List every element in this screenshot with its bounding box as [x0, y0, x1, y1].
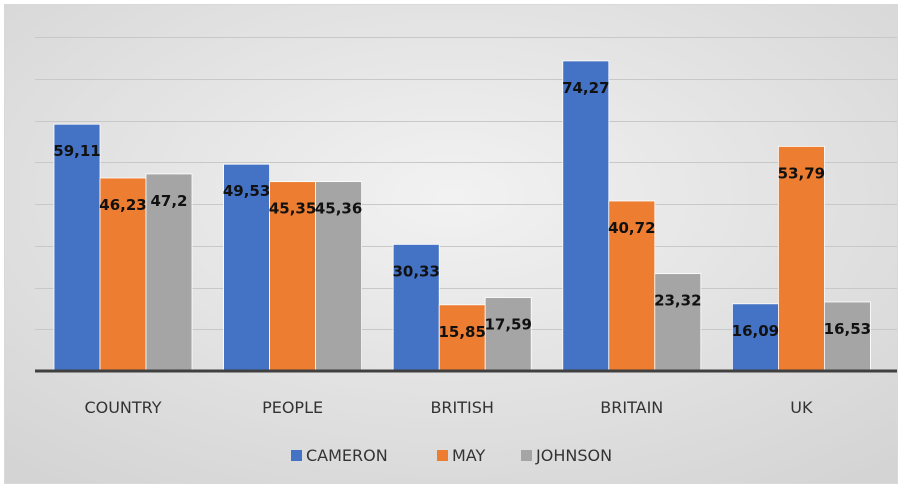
legend-swatch-cameron	[291, 450, 302, 461]
data-label: 16,09	[732, 322, 779, 340]
category-label: UK	[790, 398, 813, 417]
bar-cameron-britain	[562, 60, 610, 372]
data-label: 49,53	[223, 182, 270, 200]
bar-may-britain	[608, 200, 656, 372]
category-labels: COUNTRY PEOPLE BRITISH BRITAIN UK	[84, 398, 813, 417]
legend-label-johnson: JOHNSON	[535, 446, 612, 465]
bar-cameron-people	[223, 163, 271, 372]
data-label: 45,35	[269, 200, 316, 218]
legend-label-cameron: CAMERON	[306, 446, 388, 465]
bar-johnson-britain	[654, 273, 702, 372]
bar-may-uk	[778, 146, 825, 372]
data-label: 16,53	[824, 320, 871, 338]
data-label: 45,36	[315, 200, 362, 218]
data-label: 59,11	[53, 142, 100, 160]
legend: CAMERON MAY JOHNSON	[291, 446, 612, 465]
legend-swatch-may	[437, 450, 448, 461]
legend-label-may: MAY	[452, 446, 486, 465]
bar-johnson-people	[315, 181, 363, 372]
data-label: 23,32	[654, 292, 701, 310]
chart-frame: 59,11 46,23 47,2 49,53 45,35 45,36 30,33 15,85 1…	[4, 4, 898, 484]
category-label: BRITAIN	[600, 398, 663, 417]
bar-johnson-uk	[824, 301, 871, 372]
bar-johnson-country	[145, 173, 193, 372]
bar-may-country	[99, 177, 147, 372]
data-label: 40,72	[608, 219, 655, 237]
data-label: 30,33	[392, 262, 439, 280]
data-label: 46,23	[99, 196, 146, 214]
data-label: 47,2	[150, 192, 187, 210]
data-label: 15,85	[438, 323, 485, 341]
category-label: PEOPLE	[262, 398, 323, 417]
data-label: 17,59	[484, 316, 531, 334]
data-label: 53,79	[778, 164, 825, 182]
legend-swatch-johnson	[521, 450, 532, 461]
bar-cameron-country	[53, 123, 101, 372]
bar-johnson-british	[484, 297, 532, 372]
bar-cameron-uk	[732, 303, 779, 372]
category-label: BRITISH	[430, 398, 494, 417]
bar-may-people	[269, 181, 317, 372]
bar-cameron-british	[392, 243, 440, 372]
bars	[53, 60, 871, 372]
data-label: 74,27	[562, 79, 609, 97]
category-label: COUNTRY	[84, 398, 161, 417]
